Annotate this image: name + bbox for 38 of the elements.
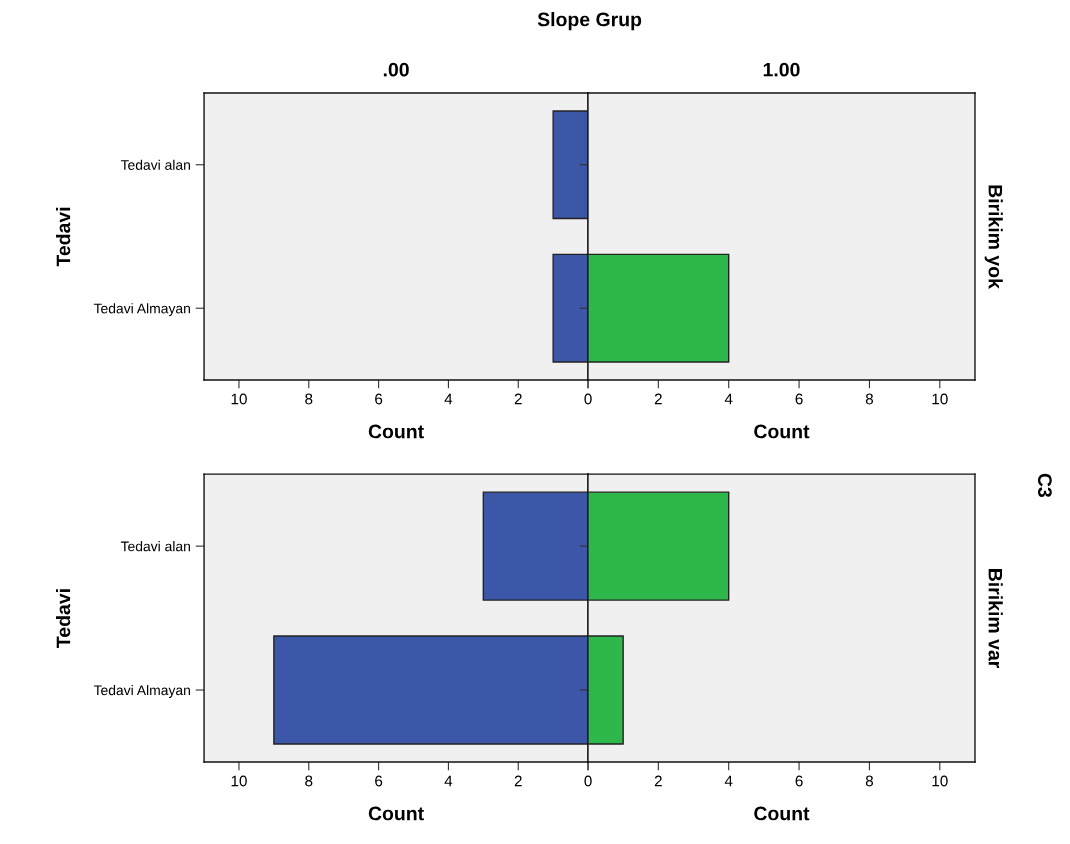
x-tick-label: 0 [584,393,592,405]
x-tick-label: 2 [654,393,662,405]
y2-axis-title: Birikim var [988,569,1003,669]
x-axis-title: Count [754,424,810,439]
y-tick-label: Tedavi alan [120,159,190,170]
x-tick-label: 8 [865,393,874,405]
x-tick-label: 6 [375,393,383,405]
chart-title: 1.00 [763,62,800,77]
x-tick-label: 4 [724,393,733,405]
x-tick-label: 10 [932,775,948,787]
x-axis-title: Count [368,806,424,821]
x-tick-label: 0 [584,775,592,787]
x-tick-label: 2 [514,393,522,405]
x-tick-label: 10 [231,775,247,787]
x-tick-label: 8 [305,393,313,405]
x-tick-label: 2 [514,775,522,787]
x-tick-label: 10 [231,393,247,405]
chart-title: .00 [383,62,409,77]
x-axis-title: Count [368,424,424,439]
y2-axis-title: Birikim yok [984,185,1003,289]
x-tick-label: 6 [375,775,383,787]
x-tick-label: 6 [795,393,803,405]
text: C3 [1038,473,1052,498]
x-tick-label: 8 [865,775,874,787]
x-axis-title: Count [754,806,810,821]
x-tick-label: 4 [444,775,453,787]
y-axis-title: Tedavi [56,207,71,267]
x-tick-label: 10 [932,393,948,405]
x-tick-label: 8 [305,775,313,787]
x-tick-label: 6 [795,775,803,787]
x-tick-label: 4 [444,393,453,405]
x-tick-label: 4 [724,775,733,787]
y-tick-label: Tedavi alan [120,541,190,552]
y-tick-label: Tedavi Almayan [93,303,190,317]
y-axis-title: Tedavi [56,589,71,648]
y-tick-label: Tedavi Almayan [93,684,190,698]
text: Slope Grup [537,12,642,31]
x-tick-label: 2 [654,775,662,787]
